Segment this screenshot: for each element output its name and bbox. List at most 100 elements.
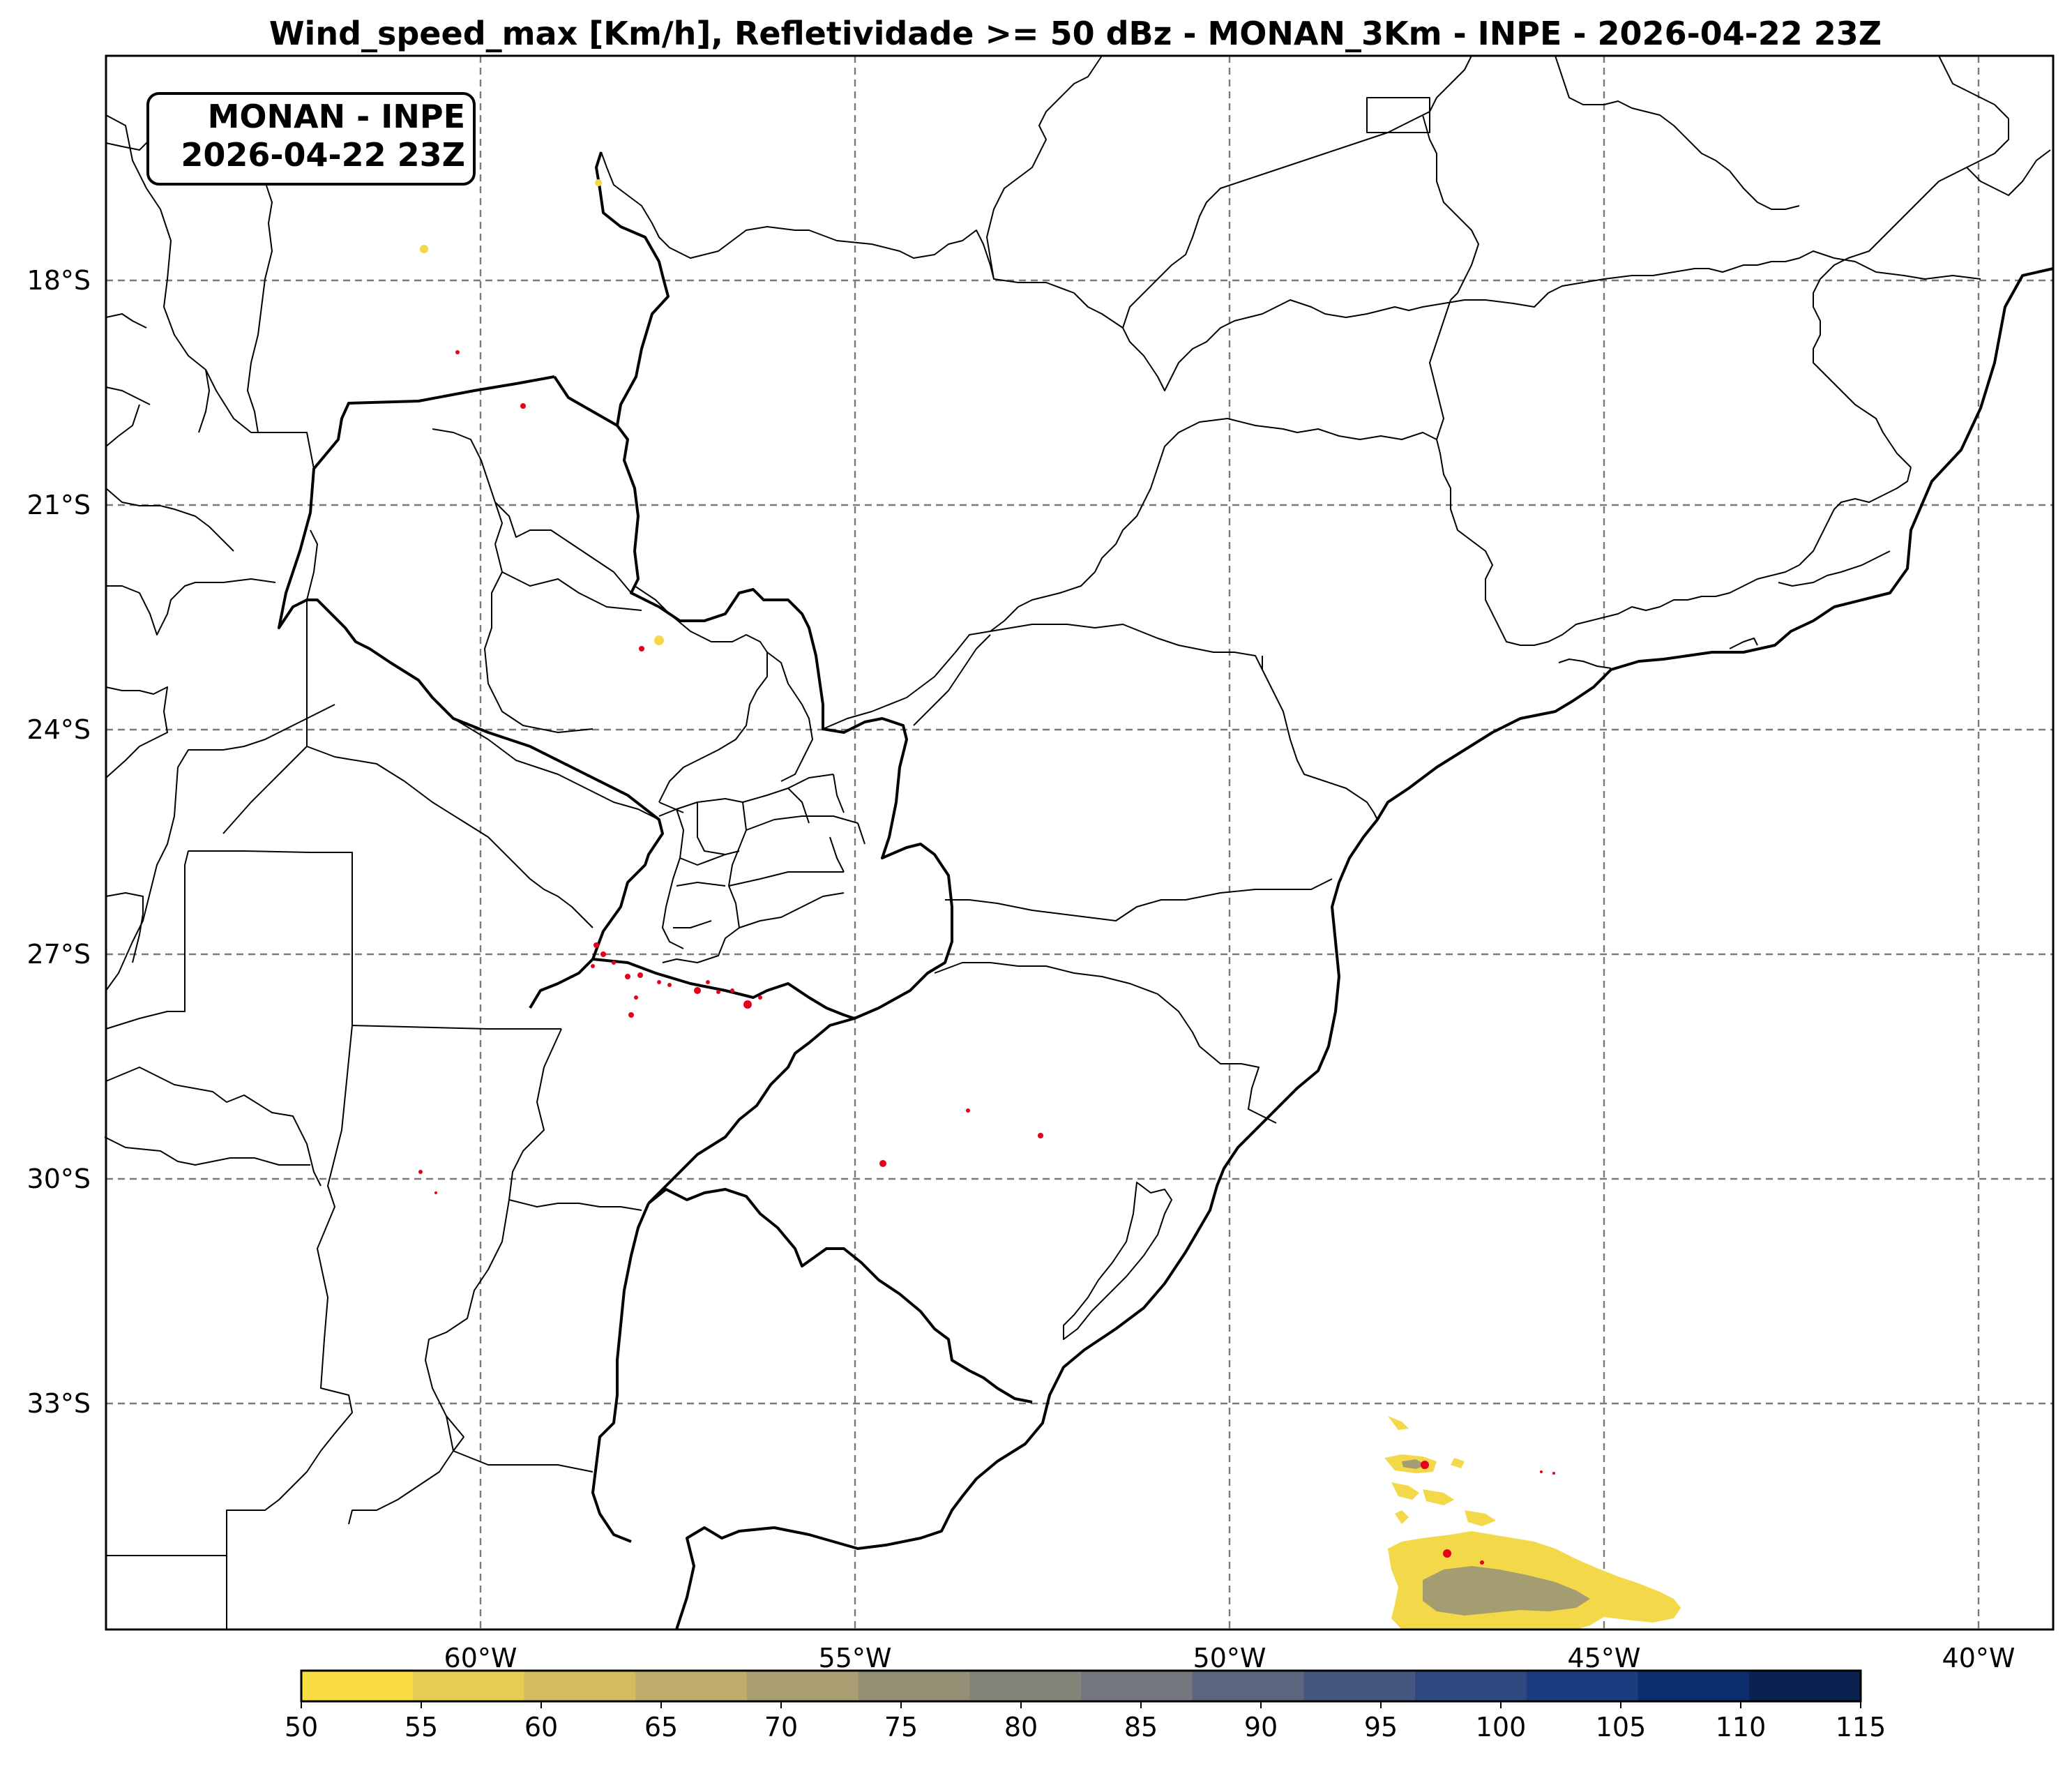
reflectivity-cell (730, 988, 734, 993)
colorbar-tick-label: 75 (884, 1712, 918, 1742)
lon-label-40w: 40°W (1942, 1643, 2016, 1673)
colorbar-segment (746, 1671, 859, 1701)
reflectivity-cell (1421, 1461, 1429, 1469)
reflectivity-cell (706, 980, 710, 984)
colorbar-segment (524, 1671, 636, 1701)
colorbar-tick-label: 115 (1836, 1712, 1886, 1742)
colorbar-tick-label: 65 (644, 1712, 678, 1742)
reflectivity-cell (1038, 1133, 1043, 1138)
colorbar-segment (969, 1671, 1082, 1701)
colorbar-segment (1415, 1671, 1527, 1701)
reflectivity-cell (418, 1170, 423, 1174)
lat-label-18s: 18°S (27, 265, 91, 296)
reflectivity-cell (639, 646, 644, 652)
reflectivity-cell (1540, 1470, 1543, 1473)
wind-field-overlay (418, 179, 1681, 1629)
ilha-grande-coast (1558, 638, 1758, 669)
paraguay-east-departments (658, 774, 865, 963)
reflectivity-cell (628, 1012, 634, 1018)
brazil-north-states (600, 55, 1981, 440)
latitude-labels: 18°S 21°S 24°S 27°S 30°S 33°S (27, 265, 91, 1419)
colorbar-tick-label: 55 (404, 1712, 438, 1742)
colorbar-segment (1526, 1671, 1639, 1701)
colorbar-tick-label: 100 (1476, 1712, 1527, 1742)
atlantic-coastline (675, 267, 2054, 1630)
colorbar-segment (1749, 1671, 1861, 1701)
reflectivity-cell (694, 987, 701, 994)
colorbar-tick-label: 70 (764, 1712, 798, 1742)
colorbar: 50 55 60 65 70 75 80 85 90 95 100 105 110 115 (285, 1669, 1886, 1742)
wind-swath (1423, 1489, 1454, 1505)
reflectivity-cell (657, 980, 661, 984)
colorbar-segment (858, 1671, 970, 1701)
reflectivity-cell (716, 990, 720, 994)
reflectivity-cell (625, 974, 630, 979)
reflectivity-cell (434, 1191, 437, 1194)
badge-line1: MONAN - INPE (208, 98, 465, 135)
wind-spot (420, 245, 428, 253)
reflectivity-cell (637, 972, 643, 978)
reflectivity-cell (520, 403, 526, 409)
map-frame (105, 54, 2055, 1631)
reflectivity-cell (1443, 1549, 1451, 1558)
lon-label-60w: 60°W (444, 1643, 517, 1673)
wind-swath (1451, 1458, 1465, 1468)
longitude-labels: 60°W 55°W 50°W 45°W 40°W (444, 1643, 2016, 1673)
argentina-northwest-lines (105, 578, 335, 991)
lat-label-33s: 33°S (27, 1388, 91, 1419)
lon-label-50w: 50°W (1193, 1643, 1266, 1673)
reflectivity-cell (600, 951, 606, 957)
lat-label-27s: 27°S (27, 939, 91, 970)
lat-label-30s: 30°S (27, 1164, 91, 1194)
bolivia-paraguay-border (278, 375, 664, 960)
paraguay-brazil-north (553, 375, 618, 427)
colorbar-segment (1303, 1671, 1416, 1701)
map-title: Wind_speed_max [Km/h], Refletividade >= … (269, 15, 1882, 52)
brazil-bolivia-border (595, 151, 953, 1205)
colorbar-tick-label: 50 (285, 1712, 318, 1742)
wind-spot (595, 179, 602, 186)
reflectivity-cell (634, 995, 638, 1000)
uruguay-border (647, 1188, 1033, 1403)
colorbar-segment (1192, 1671, 1304, 1701)
lagoa-dos-patos (1063, 1182, 1172, 1340)
reflectivity-cell (612, 961, 616, 965)
wind-core (1402, 1459, 1426, 1469)
paraguay-interior-lines (222, 543, 660, 928)
brazil-state-borders (822, 418, 1912, 1124)
reflectivity-cell (455, 350, 460, 354)
reflectivity-cell (1552, 1472, 1555, 1475)
lon-label-55w: 55°W (819, 1643, 892, 1673)
wind-core (1423, 1566, 1590, 1616)
colorbar-tick-label: 110 (1716, 1712, 1767, 1742)
uruguay-west-border (591, 1203, 650, 1543)
paraguay-chaco-lines (306, 428, 632, 601)
colorbar-tick-label: 90 (1244, 1712, 1278, 1742)
lat-label-24s: 24°S (27, 714, 91, 745)
wind-swath (1391, 1482, 1419, 1500)
wind-swath (1388, 1416, 1409, 1430)
reflectivity-cell (591, 964, 595, 968)
paraguay-argentina-border (529, 958, 855, 1020)
colorbar-segment (412, 1671, 524, 1701)
colorbar-tick-label: 105 (1596, 1712, 1647, 1742)
badge-line2: 2026-04-22 23Z (181, 136, 465, 174)
lon-label-45w: 45°W (1568, 1643, 1641, 1673)
wind-spot (654, 635, 664, 645)
colorbar-tick-label: 80 (1004, 1712, 1038, 1742)
argentina-province-lines (104, 850, 642, 1629)
reflectivity-cell (966, 1108, 970, 1113)
colorbar-tick-label: 95 (1364, 1712, 1398, 1742)
colorbar-outline (300, 1669, 1862, 1703)
southeast-states (1778, 55, 2051, 587)
colorbar-segment (301, 1671, 414, 1701)
colorbar-tick-label: 60 (524, 1712, 558, 1742)
colorbar-segment (1638, 1671, 1750, 1701)
wind-swath (1395, 1510, 1409, 1524)
reflectivity-cell (1480, 1560, 1484, 1565)
badge-box (146, 92, 476, 186)
colorbar-segment (635, 1671, 748, 1701)
reflectivity-cell (667, 983, 672, 987)
mato-grosso-do-sul-lines (634, 585, 813, 813)
